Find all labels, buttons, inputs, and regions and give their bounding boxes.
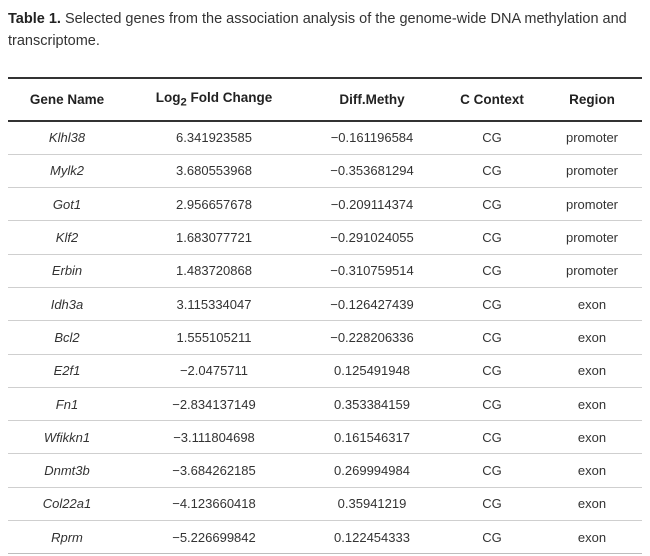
cell-diff-methy: −0.161196584: [330, 130, 414, 146]
cell-diff-methy: −0.228206336: [330, 329, 414, 345]
cell-c-context: CG: [482, 230, 502, 246]
cell-region: exon: [577, 296, 607, 312]
header-log2-prefix: Log: [155, 90, 181, 106]
table-row: Klhl38 6.341923585 −0.161196584 CG promoter: [8, 121, 642, 155]
cell-diff-methy: 0.35941219: [337, 496, 407, 512]
cell-region: promoter: [565, 196, 619, 212]
table-label: Table 1.: [8, 11, 61, 27]
cell-gene-name: Fn1: [55, 396, 79, 412]
cell-c-context: CG: [482, 396, 502, 412]
cell-c-context: CG: [482, 130, 502, 146]
cell-region: promoter: [565, 130, 619, 146]
table-row: Got1 2.956657678 −0.209114374 CG promoter: [8, 188, 642, 221]
cell-gene-name: Idh3a: [50, 296, 84, 312]
cell-gene-name: Klhl38: [48, 130, 86, 146]
cell-region: exon: [577, 363, 607, 379]
table-body: Klhl38 6.341923585 −0.161196584 CG promoter M…: [8, 121, 642, 554]
table-caption-text: Selected genes from the association anal…: [8, 11, 627, 49]
cell-gene-name: Mylk2: [50, 163, 84, 179]
cell-diff-methy: 0.161546317: [334, 429, 410, 445]
cell-diff-methy: −0.353681294: [330, 163, 414, 179]
cell-log2-fold-change: 1.555105211: [176, 329, 252, 345]
gene-table: Gene Name Log2 Fold Change Diff.Methy C …: [8, 77, 642, 554]
header-log2-fold-change: Log2 Fold Change: [126, 78, 302, 121]
cell-gene-name: Klf2: [55, 230, 79, 246]
cell-c-context: CG: [482, 496, 502, 512]
cell-log2-fold-change: −2.0475711: [179, 363, 249, 379]
header-region: Region: [569, 92, 615, 107]
cell-log2-fold-change: 6.341923585: [176, 130, 252, 146]
cell-region: exon: [577, 329, 607, 345]
table-row: Fn1 −2.834137149 0.353384159 CG exon: [8, 387, 642, 421]
cell-diff-methy: −0.126427439: [330, 296, 414, 312]
table-row: Idh3a 3.115334047 −0.126427439 CG exon: [8, 287, 642, 321]
cell-log2-fold-change: 1.683077721: [176, 230, 252, 246]
header-c-context: C Context: [460, 92, 524, 107]
cell-log2-fold-change: 3.680553968: [176, 163, 252, 179]
table-row: Bcl2 1.555105211 −0.228206336 CG exon: [8, 321, 642, 355]
cell-region: exon: [577, 529, 607, 545]
cell-diff-methy: −0.209114374: [330, 196, 414, 212]
cell-c-context: CG: [482, 363, 502, 379]
table-row: Mylk2 3.680553968 −0.353681294 CG promoter: [8, 154, 642, 188]
cell-c-context: CG: [482, 196, 502, 212]
cell-diff-methy: 0.269994984: [334, 463, 410, 479]
cell-region: promoter: [565, 230, 619, 246]
table-row: E2f1 −2.0475711 0.125491948 CG exon: [8, 354, 642, 388]
cell-gene-name: Wfikkn1: [43, 429, 91, 445]
cell-diff-methy: 0.122454333: [334, 529, 410, 545]
cell-c-context: CG: [482, 329, 502, 345]
header-log2-suffix: Fold Change: [186, 90, 273, 106]
cell-log2-fold-change: 1.483720868: [176, 263, 252, 279]
cell-gene-name: E2f1: [53, 363, 81, 379]
header-log2-subscript: 2: [180, 96, 187, 109]
cell-gene-name: Col22a1: [42, 496, 92, 512]
cell-log2-fold-change: −3.111804698: [173, 429, 255, 445]
table-row: Wfikkn1 −3.111804698 0.161546317 CG exon: [8, 421, 642, 454]
cell-region: exon: [577, 496, 607, 512]
table-row: Dnmt3b −3.684262185 0.269994984 CG exon: [8, 454, 642, 488]
table-row: Col22a1 −4.123660418 0.35941219 CG exon: [8, 487, 642, 521]
cell-gene-name: Bcl2: [54, 329, 80, 345]
cell-c-context: CG: [482, 529, 502, 545]
cell-gene-name: Got1: [52, 196, 82, 212]
cell-log2-fold-change: −3.684262185: [172, 463, 256, 479]
cell-gene-name: Rprm: [51, 529, 83, 545]
cell-c-context: CG: [482, 296, 502, 312]
gene-table-container: Gene Name Log2 Fold Change Diff.Methy C …: [8, 77, 642, 554]
table-row: Klf2 1.683077721 −0.291024055 CG promoter: [8, 221, 642, 255]
header-diff-methy: Diff.Methy: [339, 92, 405, 107]
cell-c-context: CG: [482, 263, 502, 279]
cell-c-context: CG: [482, 429, 502, 445]
cell-c-context: CG: [482, 463, 502, 479]
cell-log2-fold-change: 2.956657678: [176, 196, 252, 212]
cell-region: exon: [577, 429, 607, 445]
cell-c-context: CG: [482, 163, 502, 179]
table-caption: Table 1. Selected genes from the associa…: [8, 8, 642, 52]
cell-diff-methy: −0.291024055: [330, 230, 414, 246]
cell-log2-fold-change: −4.123660418: [172, 496, 256, 512]
cell-region: exon: [577, 396, 607, 412]
cell-region: promoter: [565, 263, 619, 279]
cell-diff-methy: −0.310759514: [330, 263, 414, 279]
cell-log2-fold-change: −5.226699842: [172, 529, 256, 545]
cell-diff-methy: 0.353384159: [334, 396, 410, 412]
table-header: Gene Name Log2 Fold Change Diff.Methy C …: [8, 78, 642, 121]
cell-diff-methy: 0.125491948: [334, 363, 410, 379]
cell-region: promoter: [565, 163, 619, 179]
cell-gene-name: Dnmt3b: [44, 463, 90, 479]
cell-region: exon: [577, 463, 607, 479]
cell-log2-fold-change: −2.834137149: [172, 396, 256, 412]
table-row: Rprm −5.226699842 0.122454333 CG exon: [8, 521, 642, 554]
cell-log2-fold-change: 3.115334047: [176, 296, 252, 312]
table-row: Erbin 1.483720868 −0.310759514 CG promoter: [8, 254, 642, 288]
header-gene-name: Gene Name: [29, 92, 105, 107]
header-row: Gene Name Log2 Fold Change Diff.Methy C …: [8, 78, 642, 121]
cell-gene-name: Erbin: [51, 263, 83, 279]
